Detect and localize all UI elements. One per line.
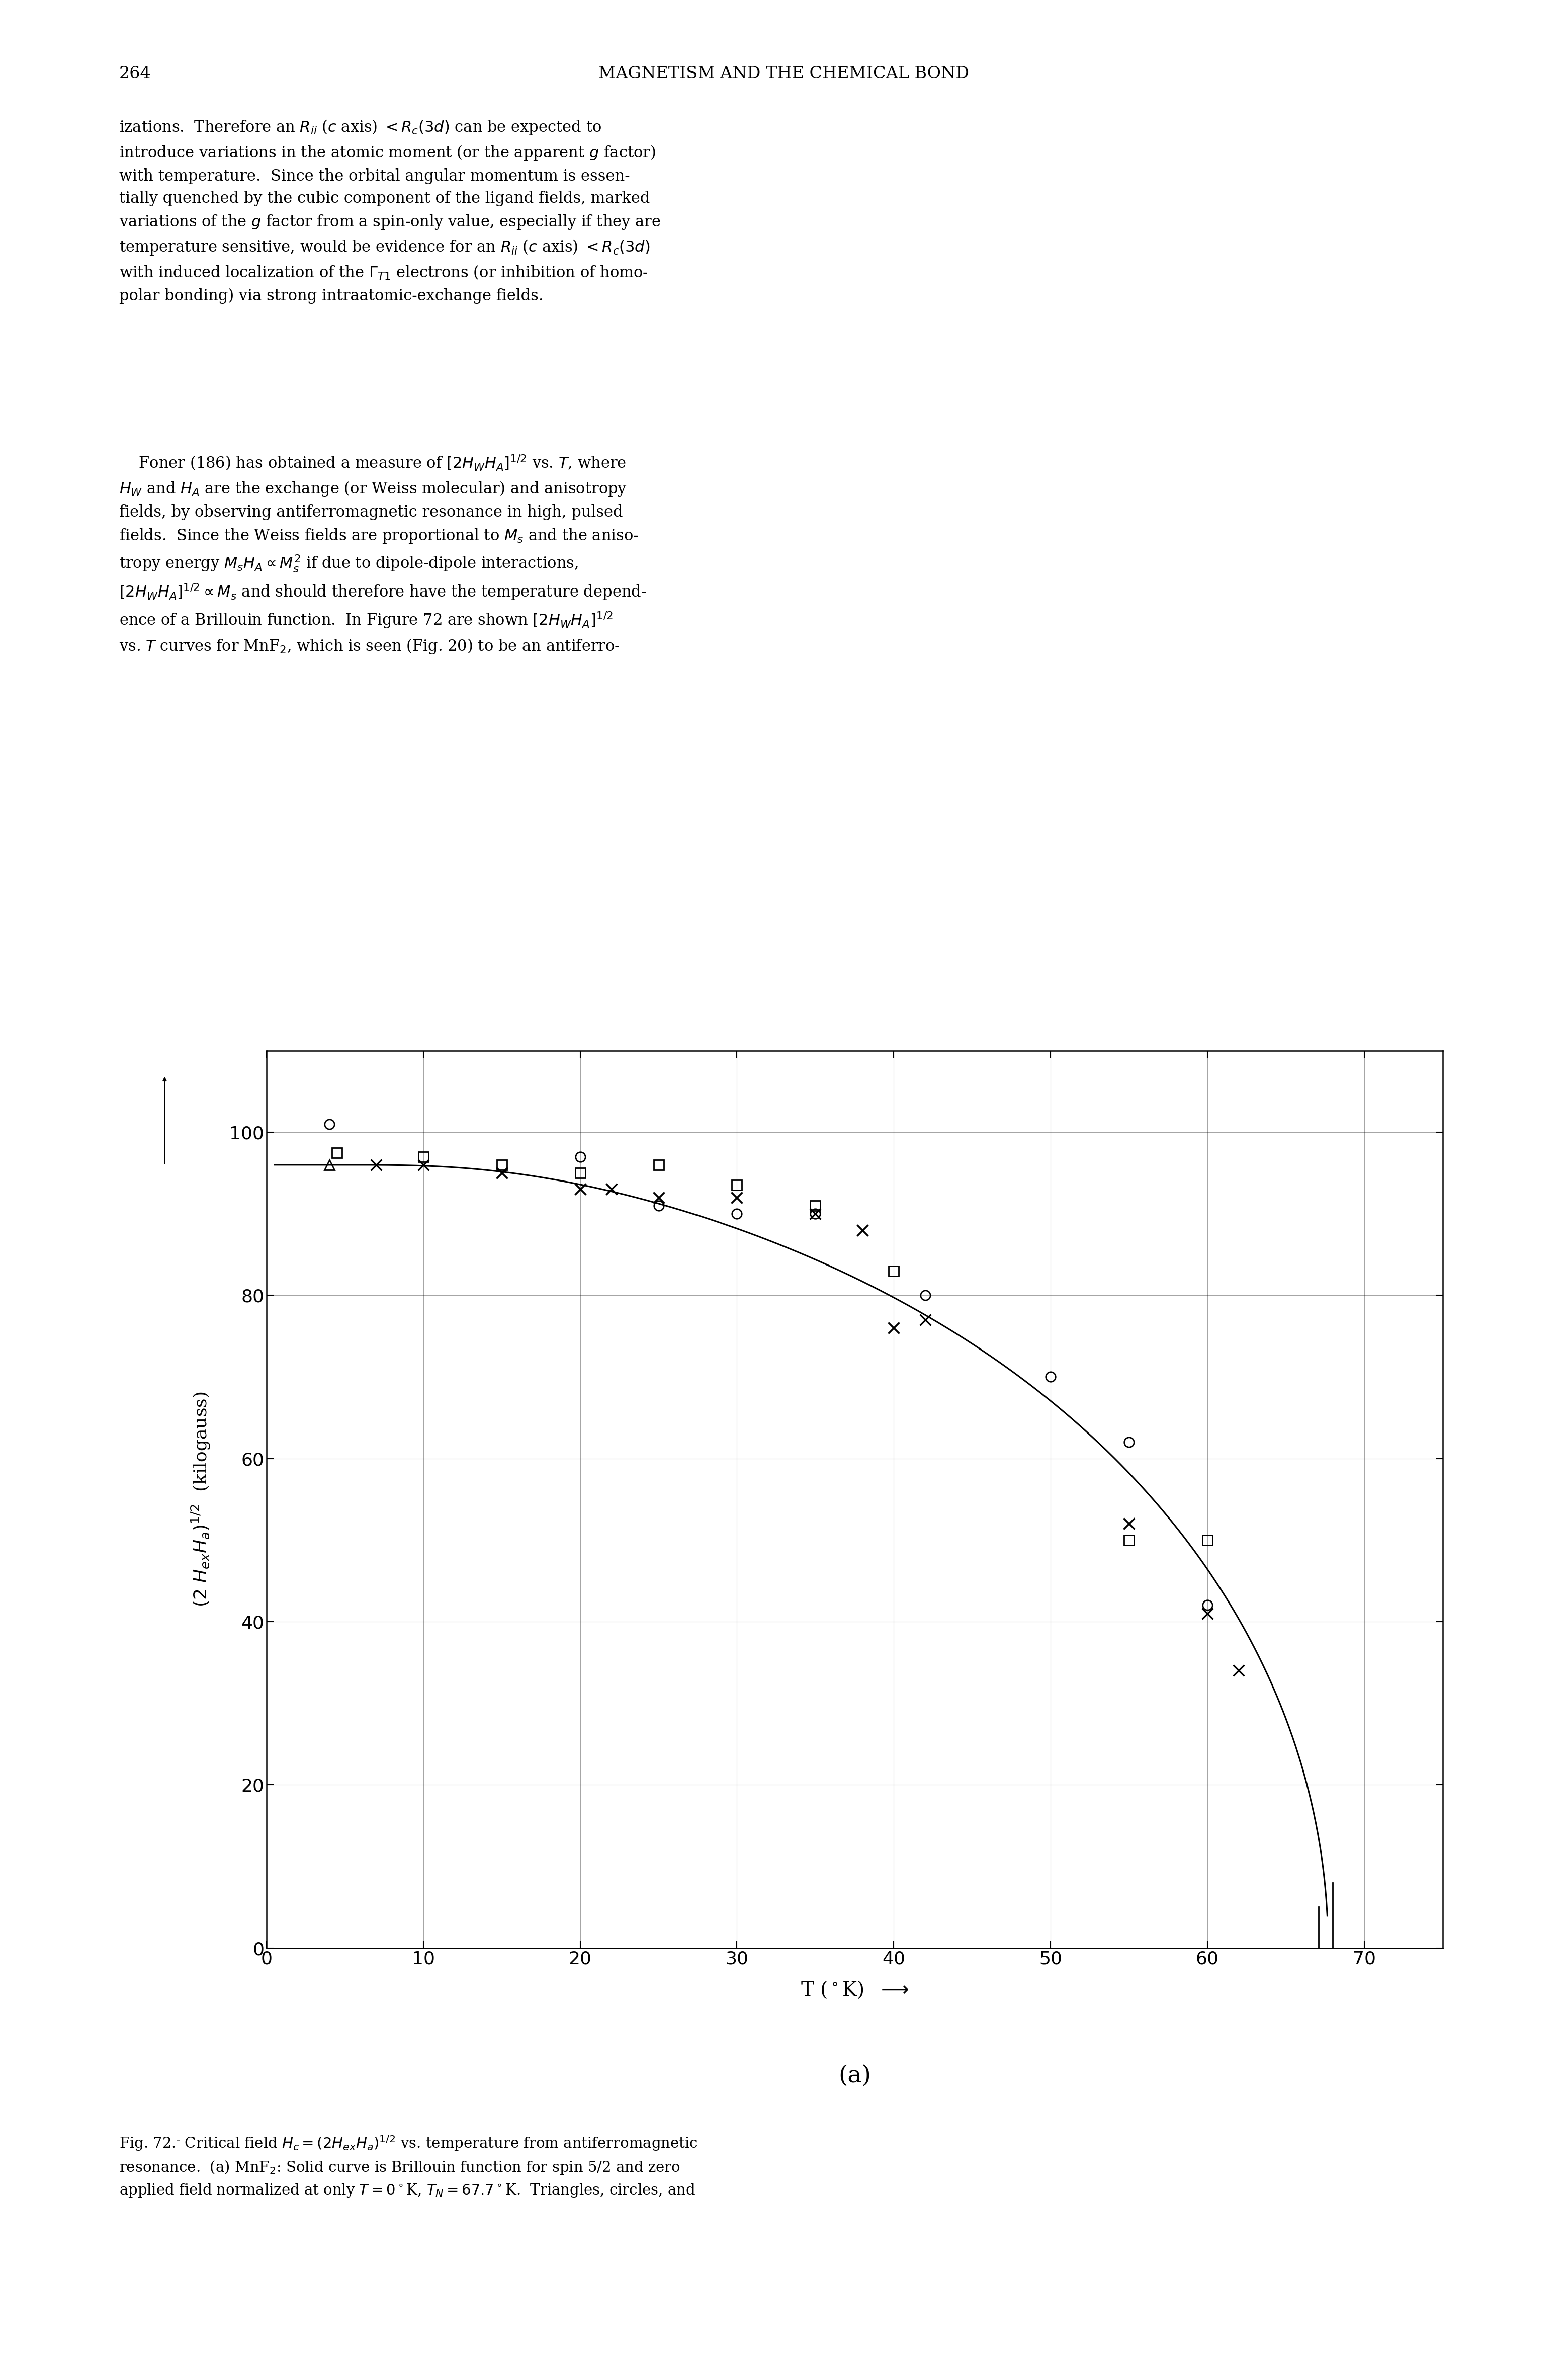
- Text: (a): (a): [839, 2064, 870, 2087]
- Text: izations.  Therefore an $R_{ii}$ ($c$ axis) $< R_c(3d)$ can be expected to
intro: izations. Therefore an $R_{ii}$ ($c$ axi…: [119, 118, 660, 305]
- X-axis label: T ($^\circ$K)  $\longrightarrow$: T ($^\circ$K) $\longrightarrow$: [801, 1981, 908, 2000]
- Text: Foner (186) has obtained a measure of $[2H_WH_A]^{1/2}$ vs. $T$, where
$H_W$ and: Foner (186) has obtained a measure of $[…: [119, 453, 646, 656]
- Text: 264: 264: [119, 66, 151, 83]
- Y-axis label: $(2\ H_{ex}H_a)^{1/2}$  (kilogauss): $(2\ H_{ex}H_a)^{1/2}$ (kilogauss): [190, 1391, 212, 1608]
- Text: Fig. 72.$^{\bar{\ }}$ Critical field $H_c = (2H_{ex}H_a)^{1/2}$ vs. temperature : Fig. 72.$^{\bar{\ }}$ Critical field $H_…: [119, 2134, 698, 2198]
- Text: MAGNETISM AND THE CHEMICAL BOND: MAGNETISM AND THE CHEMICAL BOND: [599, 66, 969, 83]
